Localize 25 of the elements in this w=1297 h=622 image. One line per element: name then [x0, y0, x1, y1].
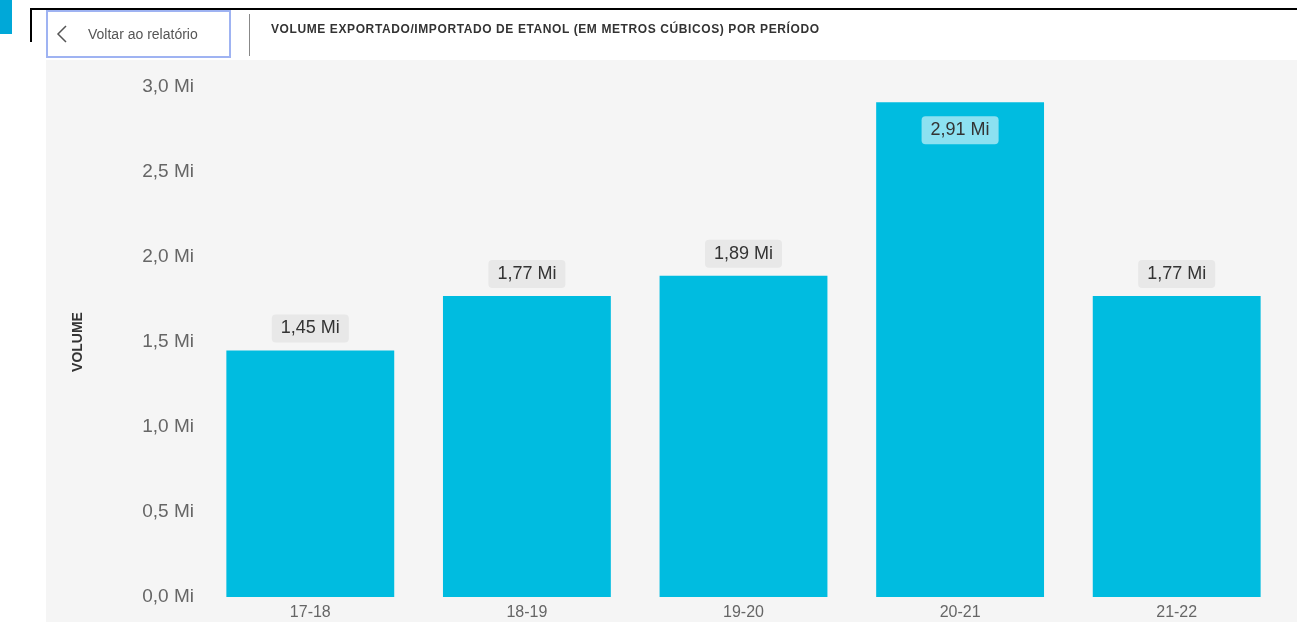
x-tick-label: 18-19 — [506, 603, 548, 621]
y-tick-label: 2,0 Mi — [142, 245, 194, 267]
data-label: 2,91 Mi — [930, 119, 990, 140]
bar — [1092, 296, 1261, 597]
y-tick-label: 0,5 Mi — [142, 500, 194, 522]
x-tick-label: 19-20 — [723, 603, 765, 621]
bar — [442, 296, 611, 597]
y-axis-title: VOLUME — [69, 312, 86, 372]
y-tick-label: 3,0 Mi — [142, 75, 194, 97]
x-tick-label: 17-18 — [289, 603, 331, 621]
bar — [659, 275, 828, 597]
chart-title: VOLUME EXPORTADO/IMPORTADO DE ETANOL (EM METROS CÚBICOS) POR PERÍODO — [271, 22, 820, 36]
y-tick-label: 1,5 Mi — [142, 330, 194, 352]
data-label: 1,77 Mi — [497, 263, 557, 284]
bar — [876, 102, 1045, 597]
text: Voltar ao relatório — [88, 26, 198, 42]
data-label: 1,45 Mi — [280, 317, 340, 338]
x-tick-label: 20-21 — [939, 603, 981, 621]
data-label: 1,77 Mi — [1147, 263, 1207, 284]
y-tick-label: 0,0 Mi — [142, 585, 194, 607]
data-label: 1,89 Mi — [713, 242, 774, 263]
bar — [226, 350, 395, 597]
y-tick-label: 1,0 Mi — [142, 415, 194, 437]
x-tick-label: 21-22 — [1156, 603, 1198, 621]
y-tick-label: 2,5 Mi — [142, 160, 194, 182]
